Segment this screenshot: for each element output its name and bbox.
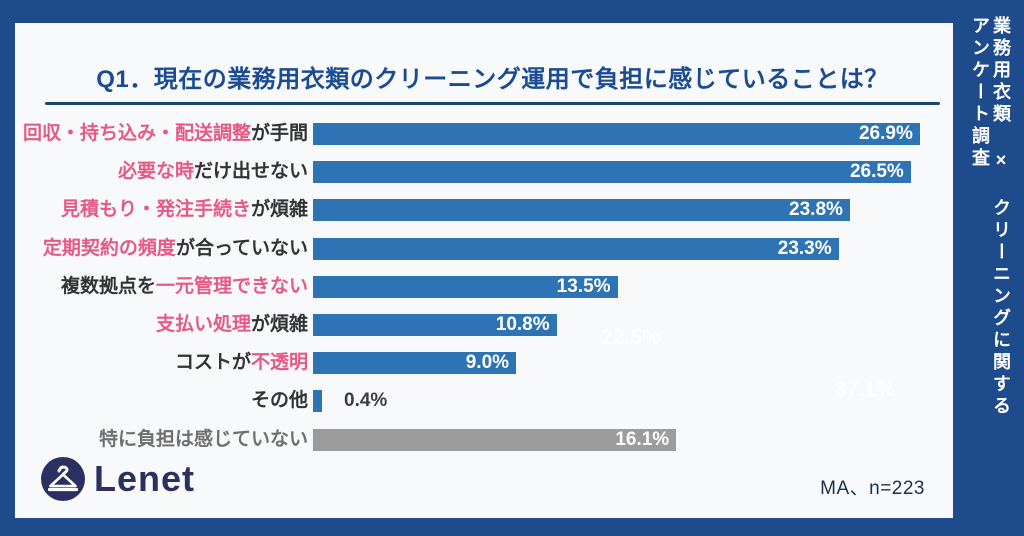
value-bar: 26.5% (313, 161, 911, 184)
value-bar: 23.8% (313, 199, 850, 222)
hanger-icon (40, 456, 86, 502)
chart-row: 回収・持ち込み・配送調整が手間 26.9% (15, 123, 953, 145)
chart-row: 複数拠点を一元管理できない 13.5% (15, 275, 953, 298)
chart-row: 定期契約の頻度が合っていない 23.3% (15, 237, 953, 260)
value-label: 13.5% (556, 275, 611, 297)
value-bar: 10.8% (313, 313, 557, 336)
label-highlight: 回収・持ち込み・配送調整 (22, 123, 251, 144)
label-highlight: 支払い処理 (155, 313, 251, 335)
label-text: 特に負担は感じていない (98, 428, 308, 450)
label-text: 複数拠点を (60, 275, 156, 297)
label-text: だけ出せない (193, 161, 308, 183)
sample-size-note: MA、n=223 (820, 478, 925, 499)
label-text: が煩雑 (250, 313, 308, 335)
ghost-value-2: 37.1% (835, 378, 895, 401)
value-label: 23.8% (789, 199, 843, 221)
label-text: その他 (250, 390, 308, 412)
label-text: コストが (174, 352, 251, 374)
row-label: 必要な時だけ出せない (15, 161, 313, 183)
label-highlight: 一元管理できない (155, 275, 308, 297)
value-bar: 0.4% (313, 390, 387, 413)
label-highlight: 見積もり・発注手続き (60, 199, 251, 221)
value-bar: 16.1% (313, 428, 677, 451)
row-label: 支払い処理が煩雑 (15, 314, 313, 336)
value-bar: 26.9% (313, 123, 920, 145)
row-label: 回収・持ち込み・配送調整が手間 (15, 123, 313, 145)
lenet-logo: Lenet (40, 456, 195, 502)
row-label: 特に負担は感じていない (15, 429, 313, 451)
label-text: が合っていない (175, 237, 308, 259)
chart-row: 支払い処理が煩雑 10.8% (15, 313, 953, 336)
value-bar: 13.5% (313, 275, 618, 298)
chart-row: 必要な時だけ出せない 26.5% (15, 161, 953, 184)
value-bar: 23.3% (313, 237, 839, 260)
title-divider (45, 102, 940, 105)
side-caption-line1: 業務用衣類 × クリーニングに関する (991, 16, 1011, 418)
label-highlight: 必要な時 (117, 161, 194, 183)
chart-row: 特に負担は感じていない 16.1% (15, 428, 953, 451)
side-caption-line2: アンケート調査 (970, 16, 990, 170)
value-bar: 9.0% (313, 352, 517, 375)
row-label: コストが不透明 (15, 352, 313, 374)
row-label: 複数拠点を一元管理できない (15, 276, 313, 298)
label-highlight: 不透明 (250, 352, 308, 374)
survey-card: Q1．現在の業務用衣類のクリーニング運用で負担に感じていることは？ 回収・持ち込… (15, 23, 953, 518)
value-label: 9.0% (465, 352, 510, 374)
label-text: が煩雑 (250, 199, 308, 221)
side-caption: 業務用衣類 × クリーニングに関する アンケート調査 (969, 16, 1011, 466)
label-highlight: 定期契約の頻度 (42, 237, 176, 259)
label-text: が手間 (250, 123, 308, 144)
value-label: 23.3% (777, 237, 832, 259)
ghost-value-1: 22.5% (601, 326, 661, 349)
logo-wordmark: Lenet (94, 458, 196, 499)
value-label: 10.8% (495, 313, 550, 335)
chart-row: その他 0.4% (15, 390, 953, 413)
row-label: その他 (15, 390, 313, 412)
value-label: 0.4% (344, 390, 388, 412)
value-label: 26.5% (849, 161, 904, 183)
row-label: 見積もり・発注手続きが煩雑 (15, 199, 313, 221)
value-label: 26.9% (858, 123, 913, 144)
chart-title: Q1．現在の業務用衣類のクリーニング運用で負担に感じていることは？ (96, 66, 889, 93)
row-label: 定期契約の頻度が合っていない (15, 238, 313, 260)
value-label: 16.1% (615, 428, 670, 450)
chart-row: コストが不透明 9.0% (15, 352, 953, 375)
bar-chart: 回収・持ち込み・配送調整が手間 26.9% 必要な時だけ出せない 26.5% 見積もり・… (15, 123, 953, 467)
chart-row: 見積もり・発注手続きが煩雑 23.8% (15, 199, 953, 222)
